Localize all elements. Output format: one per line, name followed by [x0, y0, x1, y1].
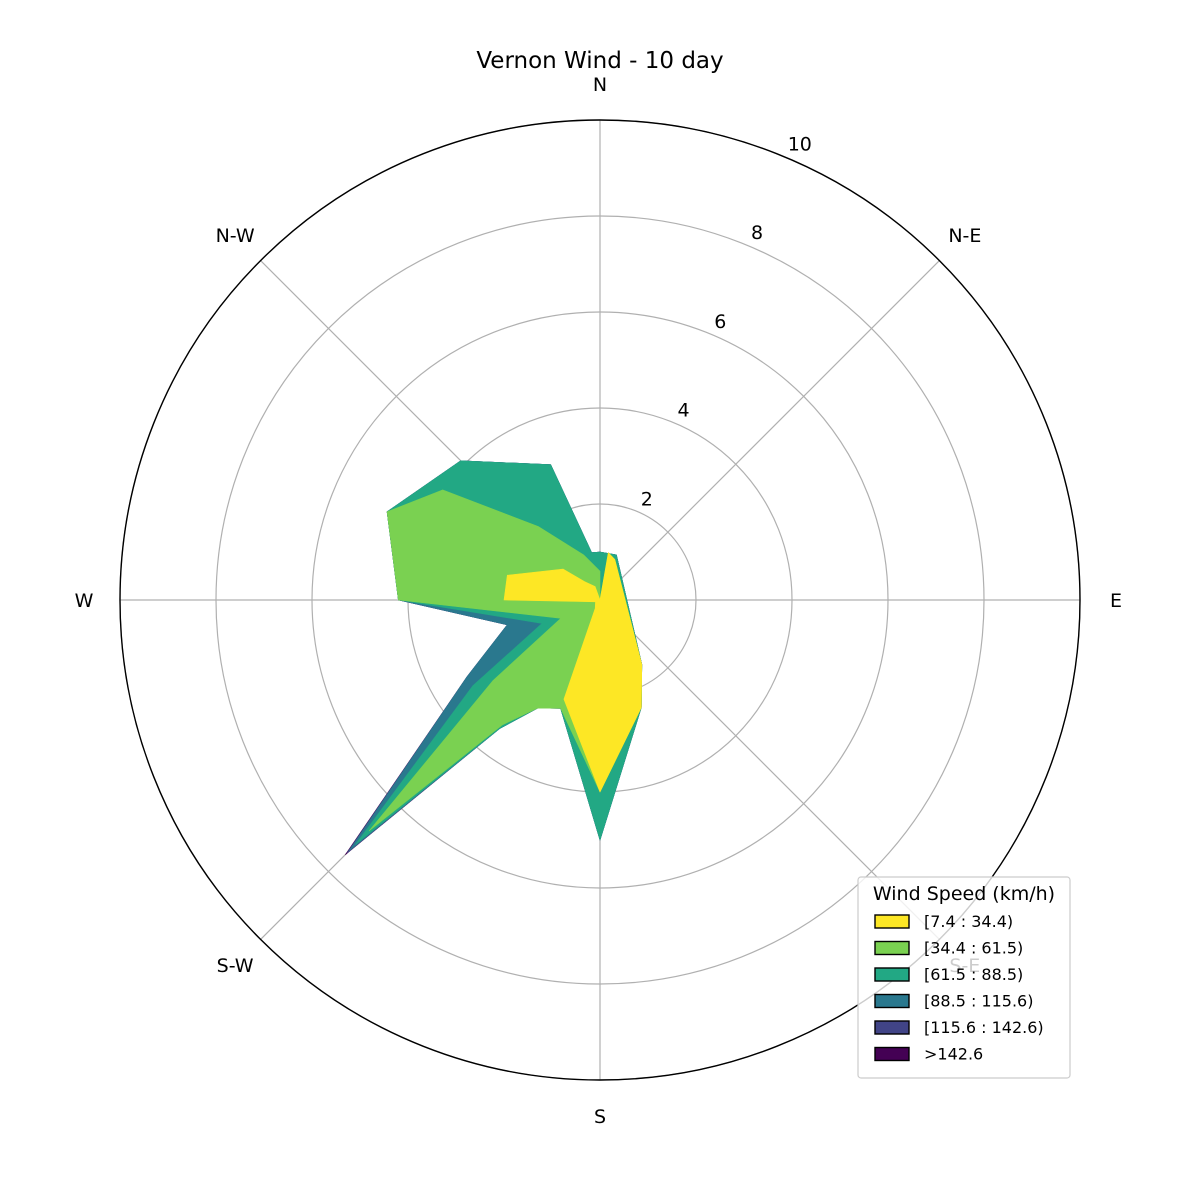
legend: Wind Speed (km/h) [7.4 : 34.4) [34.4 : 61.… [857, 876, 1071, 1079]
legend-swatch [874, 1046, 910, 1062]
legend-entry-label: [7.4 : 34.4) [924, 912, 1013, 931]
legend-swatch [874, 967, 910, 982]
radial-tick-label: 2 [641, 488, 653, 510]
direction-label: W [75, 590, 94, 612]
legend-swatch [874, 914, 910, 929]
direction-label: N-E [948, 225, 981, 247]
legend-entry-label: [88.5 : 115.6) [924, 992, 1033, 1011]
polar-frame [119, 119, 1081, 1081]
legend-swatch [874, 993, 910, 1009]
legend-title: Wind Speed (km/h) [873, 883, 1055, 905]
legend-entry-label: [115.6 : 142.6) [924, 1018, 1044, 1037]
legend-box [857, 876, 1071, 1079]
legend-swatch [874, 1020, 910, 1035]
direction-label: N-W [216, 225, 255, 247]
radial-tick-label: 10 [788, 134, 812, 156]
direction-label: N [593, 74, 607, 96]
direction-label: E [1110, 590, 1122, 612]
legend-entry-label: [61.5 : 88.5) [924, 965, 1023, 984]
grid-spoke [599, 260, 940, 601]
direction-label: S-W [217, 955, 254, 977]
direction-label: S [594, 1106, 606, 1128]
radial-tick-label: 4 [677, 400, 689, 422]
wind-speed-areas [345, 460, 643, 855]
legend-entry-label: >142.6 [924, 1045, 983, 1064]
legend-swatch [874, 940, 910, 956]
radial-tick-label: 6 [714, 311, 726, 333]
radial-tick-label: 8 [751, 222, 763, 244]
chart-title: Vernon Wind - 10 day [476, 48, 723, 74]
wind-area-0 [503, 552, 643, 793]
legend-entry-label: [34.4 : 61.5) [924, 939, 1023, 958]
